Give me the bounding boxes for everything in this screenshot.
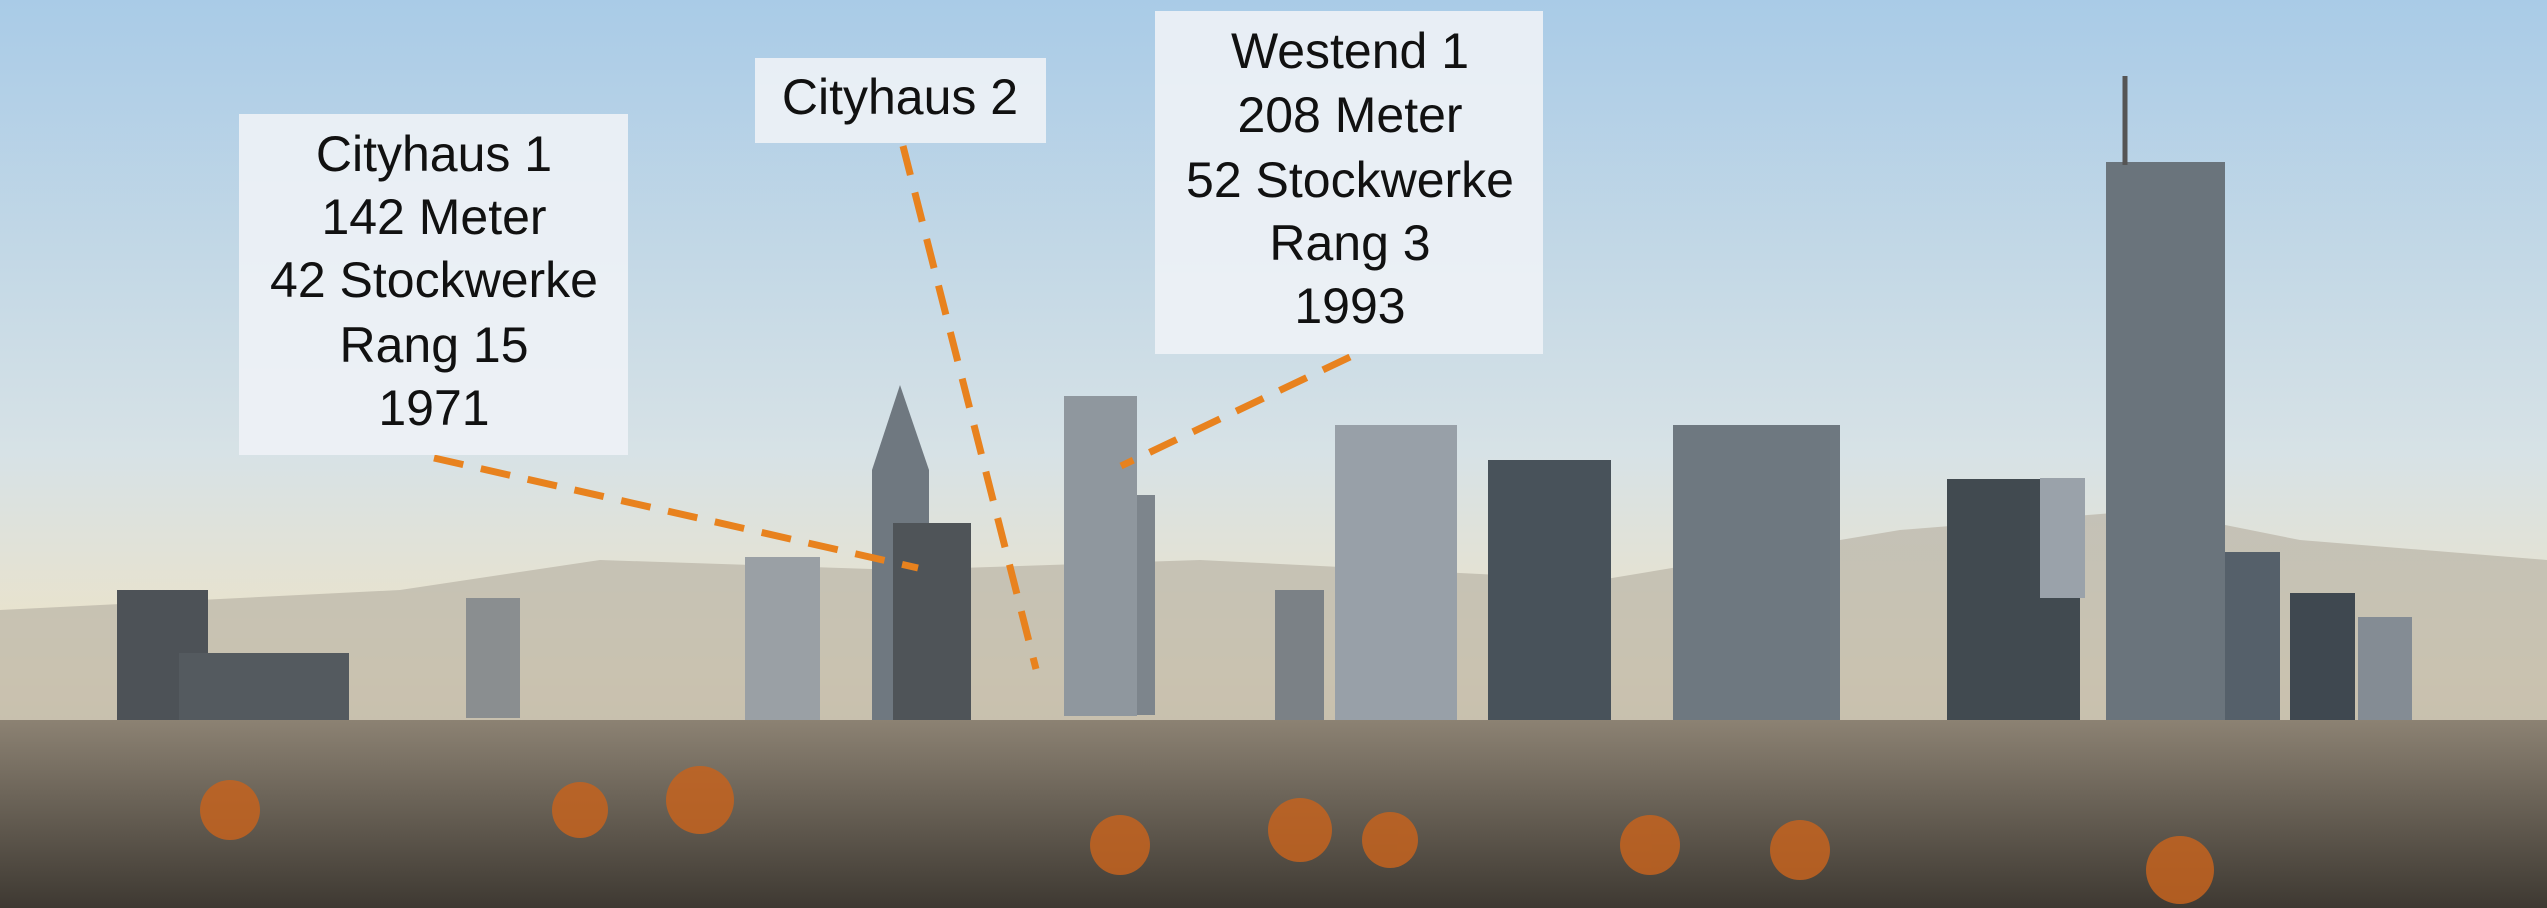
callout-text: 1993 [1294,278,1405,334]
callout-text: 1971 [378,380,489,436]
callout-text: Cityhaus 1 [316,126,552,182]
callout-text: 208 Meter [1237,87,1462,143]
callout: Cityhaus 2 [755,58,1046,143]
callout-text: Cityhaus 2 [782,69,1018,125]
callout: Cityhaus 1 142 Meter 42 Stockwerke Rang … [239,114,628,455]
callout: Westend 1 208 Meter 52 Stockwerke Rang 3… [1155,11,1543,354]
callout-text: 52 Stockwerke [1186,152,1514,208]
callout-text: Rang 3 [1269,215,1430,271]
callout-text: Westend 1 [1231,23,1469,79]
photo: Cityhaus 1 142 Meter 42 Stockwerke Rang … [0,0,2547,908]
callout-text: 42 Stockwerke [270,252,598,308]
callout-text: Rang 15 [339,317,528,373]
callout-text: 142 Meter [321,189,546,245]
